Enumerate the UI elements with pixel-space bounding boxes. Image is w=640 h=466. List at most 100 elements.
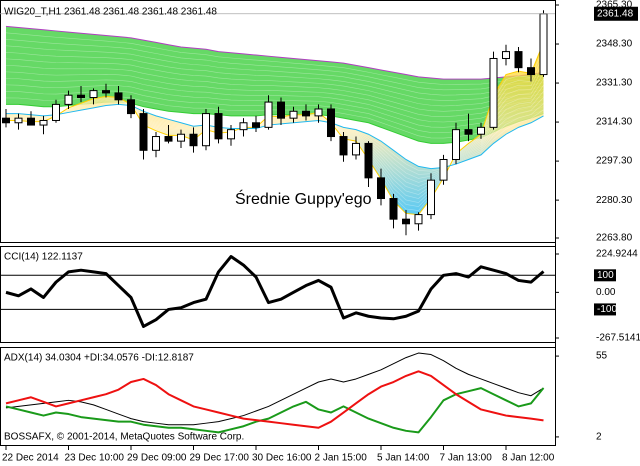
y-tick-label: 224.9244 (596, 249, 638, 260)
candle-body (139, 113, 148, 151)
candle-body (277, 101, 285, 119)
candle-body (239, 122, 248, 131)
chart-title: CCI(14) 122.1137 (4, 252, 83, 263)
candle-body (252, 122, 260, 128)
y-tick-label: 0.00 (596, 287, 616, 298)
ma-stripe (5, 45, 544, 96)
candle-body (527, 67, 535, 76)
candle-body (102, 90, 110, 94)
ma-line (5, 25, 544, 80)
candle-body (414, 214, 423, 225)
candle-body (189, 133, 198, 147)
candle-body (289, 110, 298, 119)
y-tick-label: 2348.30 (596, 39, 633, 50)
ma-stripe (6, 78, 544, 191)
y-tick-label: 2331.30 (596, 78, 633, 89)
candle-body (152, 136, 160, 151)
ma-band (6, 26, 544, 144)
candle-body (264, 101, 273, 128)
level-label: -100 (597, 304, 617, 315)
candle-body (427, 179, 435, 216)
plot-area (2, 10, 548, 236)
candle-body (327, 108, 335, 138)
ma-stripe (5, 65, 544, 112)
y-tick-label: -267.5141 (596, 333, 640, 344)
candle-body (389, 198, 398, 220)
candle-body (352, 142, 360, 156)
y-tick-label: 55 (596, 351, 608, 362)
data-line (5, 370, 544, 429)
candle-body (314, 108, 323, 117)
candle-body (439, 158, 448, 181)
candle-body (339, 136, 348, 156)
candle-body (539, 13, 548, 76)
x-tick-label: 7 Jan 13:00 (440, 453, 493, 464)
candle-body (52, 103, 60, 121)
ma-stripe (6, 66, 544, 199)
candle-body (27, 117, 35, 126)
candle-body (489, 57, 498, 128)
x-tick-label: 2 Jan 15:00 (315, 453, 368, 464)
ma-line (6, 103, 544, 170)
data-line (5, 255, 545, 328)
y-tick-label: 2280.30 (596, 195, 633, 206)
candle-body (402, 218, 410, 225)
x-tick-label: 29 Dec 17:00 (190, 453, 250, 464)
ma-stripe (6, 85, 544, 187)
candle-body (77, 94, 85, 99)
last-price-box (594, 6, 638, 21)
x-tick-label: 5 Jan 14:00 (377, 453, 430, 464)
x-tick-label: 22 Dec 2014 (2, 453, 59, 464)
y-tick-label: 2 (596, 432, 602, 443)
ma-stripe (5, 32, 544, 85)
ma-stripe (5, 58, 544, 107)
data-line (5, 352, 544, 426)
last-price-label: 2361.48 (597, 8, 634, 19)
x-tick-label: 8 Jan 12:00 (502, 453, 555, 464)
data-line (5, 387, 545, 434)
candle-body (164, 136, 173, 142)
ma-stripe (5, 71, 544, 117)
ma-stripe (5, 52, 544, 101)
candle-body (39, 119, 48, 126)
candle-body (214, 113, 223, 140)
candle-body (227, 129, 235, 140)
candle-body (89, 90, 98, 99)
candle-body (302, 110, 310, 117)
ma-stripe (6, 72, 544, 195)
chart-title: ADX(14) 34.0304 +DI:34.0576 -DI:12.8187 (4, 353, 194, 364)
candle-body (127, 99, 135, 115)
x-tick-label: 29 Dec 09:00 (127, 453, 187, 464)
chart-title: WIG20_T,H1 2361.48 2361.48 2361.48 2361.… (4, 7, 217, 18)
candle-body (2, 117, 10, 124)
ma-stripe (5, 84, 544, 128)
level-box (594, 303, 616, 316)
ma-stripe (6, 102, 544, 175)
x-tick-label: 30 Dec 16:00 (252, 453, 312, 464)
candle-body (364, 142, 373, 179)
candle-body (14, 117, 23, 124)
y-tick-label: 2314.30 (596, 117, 633, 128)
ma-stripe (5, 39, 544, 91)
ma-stripe (6, 91, 544, 183)
y-tick-label: 2263.80 (596, 233, 633, 244)
ma-stripe (6, 103, 544, 172)
level-box (594, 269, 616, 282)
candle-body (464, 129, 473, 135)
candle-body (452, 129, 460, 160)
candle-body (377, 177, 385, 200)
y-tick-label: 2297.30 (596, 156, 633, 167)
level-label: 100 (597, 270, 614, 281)
candle-body (514, 51, 523, 69)
annotation: Średnie Guppy'ego (235, 189, 372, 208)
candle-body (64, 94, 73, 105)
candle-body (114, 92, 123, 101)
candle-body (177, 133, 185, 142)
annotation: BOSSAFX, © 2001-2014, MetaQuotes Softwar… (4, 432, 244, 443)
ma-stripe (5, 78, 544, 123)
candle-body (202, 113, 210, 147)
x-tick-label: 23 Dec 10:00 (65, 453, 125, 464)
ma-stripe (6, 97, 544, 179)
y-tick-label: 2365.30 (596, 0, 633, 11)
